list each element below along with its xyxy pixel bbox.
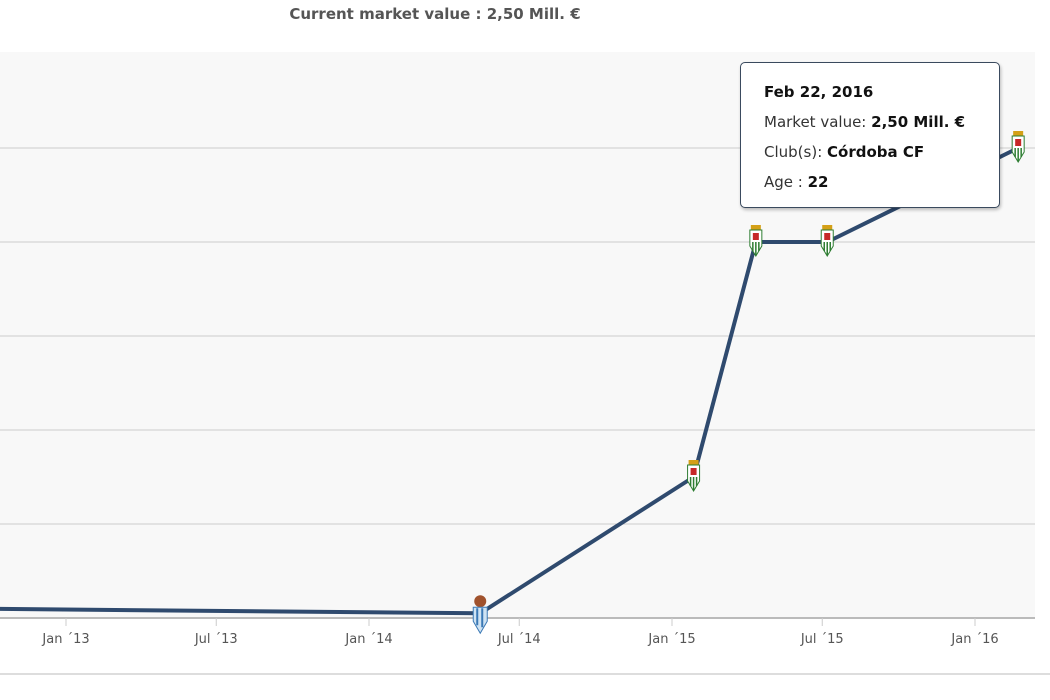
- crest-center: [752, 233, 759, 240]
- crest-center: [690, 468, 697, 475]
- x-tick-label: Jan ´14: [344, 632, 392, 647]
- crest-crown: [474, 595, 487, 608]
- crest-shield: [472, 606, 488, 635]
- crest-stripes: [689, 477, 698, 490]
- series-line: [0, 146, 1020, 616]
- crest-crown: [688, 460, 699, 465]
- x-tick-label: Jul ´13: [194, 632, 238, 647]
- tooltip: Feb 22, 2016 Market value: 2,50 Mill. € …: [740, 62, 1000, 208]
- tooltip-age: 22: [807, 173, 829, 191]
- crest-center: [824, 233, 831, 240]
- crest-stripes: [823, 242, 831, 255]
- tooltip-age-label: Age :: [764, 173, 803, 191]
- x-tick-label: Jan ´15: [647, 632, 695, 647]
- crest-stripes: [476, 608, 484, 628]
- tooltip-market-value: 2,50 Mill. €: [871, 113, 966, 131]
- tooltip-clubs-label: Club(s):: [764, 143, 823, 161]
- cordoba-crest-marker: [749, 225, 763, 257]
- cordoba-crest-marker: [820, 225, 834, 257]
- tooltip-market-value-label: Market value:: [764, 113, 867, 131]
- crest-crown: [750, 225, 761, 230]
- crest-stripes: [752, 242, 760, 255]
- tooltip-date: Feb 22, 2016: [764, 83, 874, 101]
- crest-stripes: [1014, 148, 1022, 161]
- x-tick-label: Jan ´13: [41, 632, 89, 647]
- crest-crown: [822, 225, 833, 230]
- chart-title: Current market value : 2,50 Mill. €: [289, 5, 581, 23]
- x-tick-label: Jul ´15: [800, 632, 844, 647]
- cordoba-crest-marker: [687, 460, 701, 492]
- x-tick-label: Jul ´14: [497, 632, 541, 647]
- club-crest-marker: [472, 595, 488, 635]
- x-tick-label: Jan ´16: [950, 632, 998, 647]
- tooltip-club: Córdoba CF: [827, 143, 925, 161]
- crest-crown: [1013, 131, 1024, 136]
- cordoba-crest-marker: [1011, 131, 1025, 163]
- crest-center: [1015, 139, 1022, 146]
